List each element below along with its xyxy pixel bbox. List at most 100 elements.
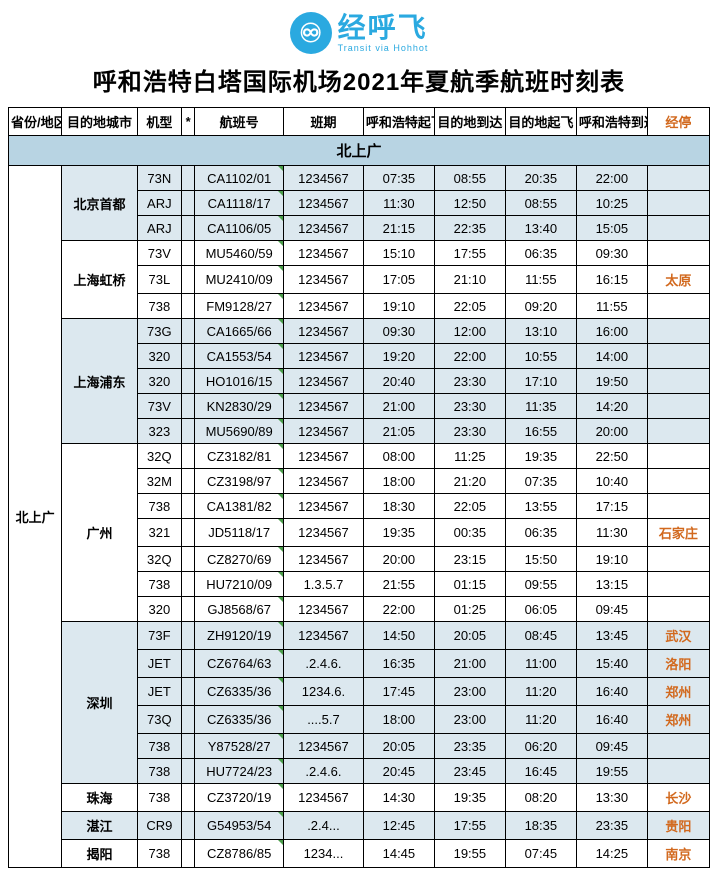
dep-hhht-cell: 18:00 [363,706,434,734]
th-dep-dest: 目的地起飞 [505,108,576,136]
star-cell [182,812,195,840]
arr-hhht-cell: 14:00 [576,344,647,369]
th-arr-dest: 目的地到达 [434,108,505,136]
th-dep-hhht: 呼和浩特起飞 [363,108,434,136]
arr-dest-cell: 11:25 [434,444,505,469]
dep-hhht-cell: 09:30 [363,319,434,344]
dep-dest-cell: 17:10 [505,369,576,394]
timetable: 省份/地区 目的地城市 机型 * 航班号 班期 呼和浩特起飞 目的地到达 目的地… [8,107,710,868]
dep-hhht-cell: 21:15 [363,216,434,241]
dest-cell: 北京首都 [62,166,137,241]
flight-cell: CA1553/54 [195,344,284,369]
star-cell [182,469,195,494]
dep-dest-cell: 06:35 [505,519,576,547]
via-cell [647,369,709,394]
star-cell [182,444,195,469]
via-cell: 长沙 [647,784,709,812]
th-star: * [182,108,195,136]
aircraft-cell: ARJ [137,216,181,241]
star-cell [182,519,195,547]
arr-dest-cell: 01:25 [434,597,505,622]
days-cell: 1234567 [284,319,364,344]
dep-hhht-cell: 16:35 [363,650,434,678]
arr-dest-cell: 22:05 [434,294,505,319]
aircraft-cell: JET [137,650,181,678]
arr-hhht-cell: 09:30 [576,241,647,266]
arr-hhht-cell: 10:40 [576,469,647,494]
arr-dest-cell: 17:55 [434,812,505,840]
arr-hhht-cell: 09:45 [576,734,647,759]
table-row: 珠海738CZ3720/19123456714:3019:3508:2013:3… [9,784,710,812]
dep-hhht-cell: 19:20 [363,344,434,369]
arr-dest-cell: 12:00 [434,319,505,344]
dest-cell: 上海虹桥 [62,241,137,319]
flight-cell: CA1106/05 [195,216,284,241]
dest-cell: 珠海 [62,784,137,812]
arr-dest-cell: 00:35 [434,519,505,547]
flight-cell: KN2830/29 [195,394,284,419]
arr-hhht-cell: 16:15 [576,266,647,294]
aircraft-cell: 73Q [137,706,181,734]
star-cell [182,494,195,519]
th-arr-hhht: 呼和浩特到达 [576,108,647,136]
arr-dest-cell: 23:30 [434,394,505,419]
flight-cell: G54953/54 [195,812,284,840]
aircraft-cell: 320 [137,344,181,369]
arr-hhht-cell: 15:05 [576,216,647,241]
arr-dest-cell: 22:35 [434,216,505,241]
via-cell [647,166,709,191]
flight-cell: ZH9120/19 [195,622,284,650]
via-cell [647,547,709,572]
aircraft-cell: 738 [137,494,181,519]
flight-cell: HU7210/09 [195,572,284,597]
arr-dest-cell: 01:15 [434,572,505,597]
dep-dest-cell: 16:55 [505,419,576,444]
via-cell [647,241,709,266]
days-cell: ....5.7 [284,706,364,734]
star-cell [182,369,195,394]
dep-hhht-cell: 19:35 [363,519,434,547]
dep-hhht-cell: 20:05 [363,734,434,759]
arr-dest-cell: 23:30 [434,369,505,394]
days-cell: 1234567 [284,444,364,469]
dep-dest-cell: 19:35 [505,444,576,469]
arr-dest-cell: 21:00 [434,650,505,678]
flight-cell: GJ8568/67 [195,597,284,622]
flight-cell: CA1665/66 [195,319,284,344]
star-cell [182,678,195,706]
arr-dest-cell: 19:35 [434,784,505,812]
arr-hhht-cell: 10:25 [576,191,647,216]
flight-cell: CZ3182/81 [195,444,284,469]
star-cell [182,597,195,622]
dep-dest-cell: 08:55 [505,191,576,216]
days-cell: 1234567 [284,519,364,547]
flight-cell: CZ6335/36 [195,678,284,706]
arr-dest-cell: 21:20 [434,469,505,494]
dep-hhht-cell: 18:00 [363,469,434,494]
star-cell [182,419,195,444]
star-cell [182,191,195,216]
arr-dest-cell: 23:00 [434,678,505,706]
star-cell [182,394,195,419]
th-flight: 航班号 [195,108,284,136]
arr-hhht-cell: 16:40 [576,678,647,706]
dest-cell: 深圳 [62,622,137,784]
arr-hhht-cell: 16:40 [576,706,647,734]
table-header: 省份/地区 目的地城市 机型 * 航班号 班期 呼和浩特起飞 目的地到达 目的地… [9,108,710,136]
star-cell [182,216,195,241]
flight-cell: CA1381/82 [195,494,284,519]
arr-hhht-cell: 13:45 [576,622,647,650]
arr-hhht-cell: 14:20 [576,394,647,419]
flight-cell: CZ6764/63 [195,650,284,678]
logo-text: 经呼飞 [338,14,429,42]
star-cell [182,266,195,294]
via-cell: 南京 [647,840,709,868]
th-dest: 目的地城市 [62,108,137,136]
days-cell: 1234... [284,840,364,868]
dep-hhht-cell: 20:40 [363,369,434,394]
dep-dest-cell: 15:50 [505,547,576,572]
aircraft-cell: 32Q [137,444,181,469]
arr-hhht-cell: 19:55 [576,759,647,784]
dep-hhht-cell: 19:10 [363,294,434,319]
th-via: 经停 [647,108,709,136]
